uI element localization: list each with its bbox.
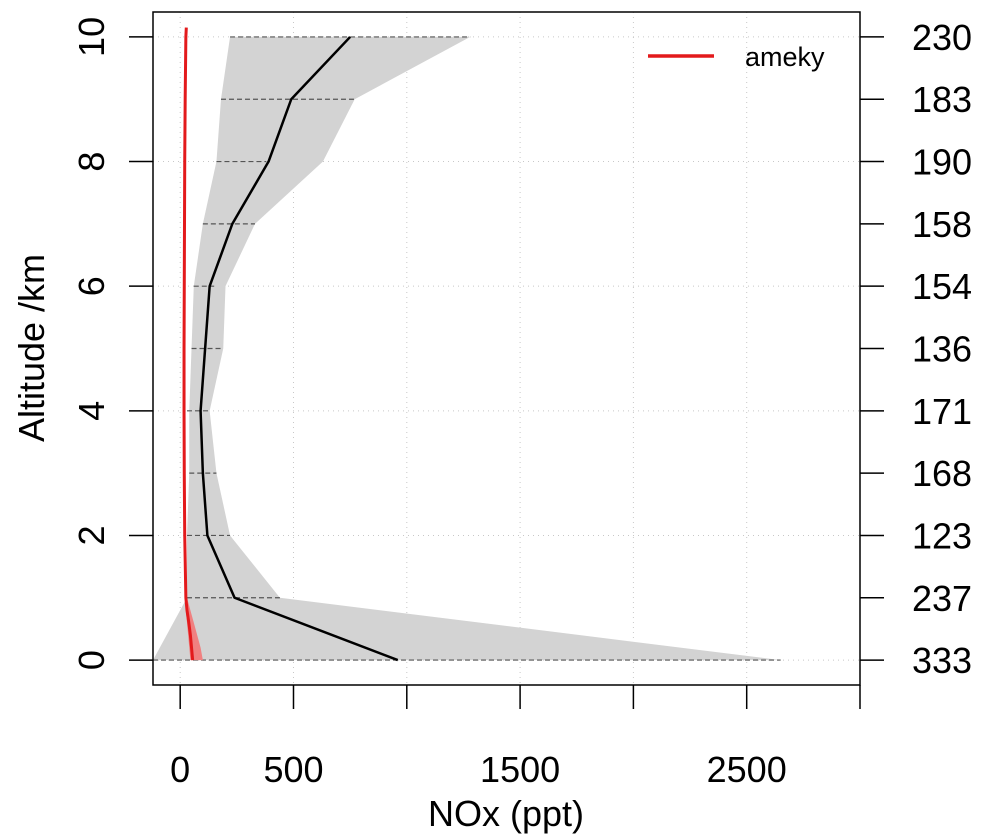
- legend-label-ameky: ameky: [745, 42, 825, 72]
- count-label-6: 154: [912, 266, 972, 307]
- observed-median-series: [199, 36, 399, 662]
- count-label-5: 136: [912, 329, 972, 370]
- count-label-10: 230: [912, 17, 972, 58]
- model-line-ameky: [182, 27, 195, 661]
- model-series: [182, 27, 195, 661]
- y-tick-label-2: 2: [71, 525, 112, 545]
- x-axis-title: NOx (ppt): [428, 793, 584, 834]
- count-label-0: 333: [912, 640, 972, 681]
- count-label-4: 171: [912, 391, 972, 432]
- x-tick-label-2500: 2500: [707, 749, 787, 790]
- model-band: [184, 597, 203, 661]
- y-axis-title: Altitude /km: [11, 254, 52, 442]
- model-uncertainty-band: [184, 597, 203, 661]
- y-axis: 0 2 4 6 8 10: [71, 17, 153, 670]
- count-label-3: 168: [912, 453, 972, 494]
- x-tick-label-1500: 1500: [480, 749, 560, 790]
- y-tick-label-8: 8: [71, 152, 112, 172]
- count-label-8: 190: [912, 142, 972, 183]
- count-label-7: 158: [912, 204, 972, 245]
- count-label-2: 123: [912, 515, 972, 556]
- count-label-9: 183: [912, 79, 972, 120]
- legend: ameky: [648, 42, 825, 72]
- y-tick-label-4: 4: [71, 401, 112, 421]
- y-tick-label-6: 6: [71, 276, 112, 296]
- sample-count-axis: 333 237 123 168 171 136 154 158 190 183 230: [860, 17, 972, 681]
- x-axis: 0 500 1500 2500: [170, 685, 861, 790]
- y-tick-label-10: 10: [71, 17, 112, 57]
- observed-median-line: [199, 36, 399, 662]
- count-label-1: 237: [912, 578, 972, 619]
- x-tick-label-0: 0: [170, 749, 190, 790]
- x-tick-label-500: 500: [263, 749, 323, 790]
- y-tick-label-0: 0: [71, 650, 112, 670]
